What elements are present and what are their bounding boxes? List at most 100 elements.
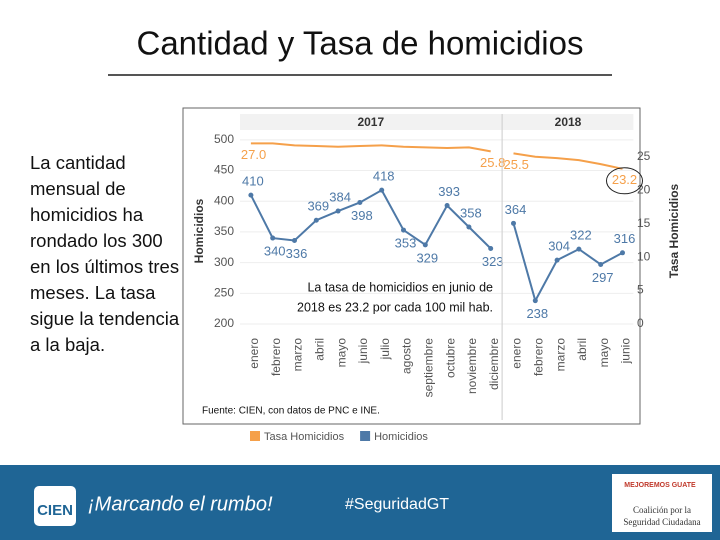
partner: MEJOREMOS GUATE [624,482,696,489]
y2-tick-label: 0 [637,316,644,330]
y-axis-label: Homicidios [192,198,206,263]
legend-label: Tasa Homicidios [264,431,345,443]
data-label: 322 [570,228,592,243]
point [401,227,406,233]
x-tick-label: agosto [400,338,414,374]
slogan: ¡Marcando el rumbo! [88,493,273,515]
data-label: 25.8 [480,155,505,170]
y-tick-label: 300 [214,255,234,269]
x-tick-label: mayo [597,338,611,368]
point [488,245,494,251]
annotation: La tasa de homicidios en junio de [307,280,493,294]
point [357,199,363,205]
data-label: 329 [416,250,438,265]
x-tick-label: marzo [553,338,567,372]
partner-sub: Coalición por la [633,505,691,515]
y-tick-label: 200 [214,316,234,330]
point [620,250,625,256]
data-label: 297 [592,270,614,285]
panel-title: 2017 [357,115,384,129]
x-tick-label: enero [510,338,524,369]
line-series [250,142,491,153]
x-tick-label: noviembre [465,338,479,394]
point [335,208,341,214]
x-tick-label: febrero [269,338,283,376]
data-label: 398 [351,208,373,223]
data-label: 316 [614,231,636,246]
data-label: 25.5 [504,157,529,172]
point [270,235,276,241]
partner-box [612,474,712,532]
partner-sub: Seguridad Ciudadana [623,517,700,527]
point [598,261,604,267]
footer-band [0,465,720,540]
data-label: 336 [286,246,308,261]
y2-tick-label: 15 [637,216,651,230]
data-label: 410 [242,174,264,189]
panel-title: 2018 [555,115,582,129]
data-label: 418 [373,169,395,184]
data-label: 23.2 [612,172,637,187]
y2-tick-label: 5 [637,283,644,297]
point [248,192,254,198]
y-tick-label: 400 [214,193,234,207]
line-series [250,188,492,250]
y2-tick-label: 10 [637,249,651,263]
line-series [512,223,623,304]
slide-title: Cantidad y Tasa de homicidios [137,25,584,62]
data-label: 369 [307,199,329,214]
x-tick-label: enero [247,338,261,369]
y-tick-label: 350 [214,224,234,238]
point [422,242,428,248]
data-label: 323 [482,254,504,269]
source: Fuente: CIEN, con datos de PNC e INE. [202,406,380,417]
x-tick-label: junio [356,338,370,365]
point [379,187,385,193]
logo-box [34,486,76,526]
data-label: 304 [548,239,570,254]
x-tick-label: junio [619,338,633,365]
x-tick-label: mayo [334,338,348,368]
x-tick-label: diciembre [487,338,501,390]
logo: CIEN [37,502,73,519]
x-tick-label: febrero [531,338,545,376]
y-tick-label: 500 [214,132,234,146]
data-label: 358 [460,205,482,220]
data-label: 27.0 [241,147,266,162]
hashtag: #SeguridadGT [345,496,449,513]
x-tick-label: marzo [291,338,305,372]
x-tick-label: julio [378,338,392,361]
data-label: 353 [395,236,417,251]
x-tick-label: abril [575,338,589,361]
x-tick-label: septiembre [421,338,435,398]
point [444,203,450,209]
data-label: 384 [329,189,351,204]
data-label: 238 [526,306,548,321]
point [466,224,472,230]
y2-axis-label: Tasa Homicidios [667,183,681,278]
data-label: 393 [438,184,460,199]
annotation: 2018 es 23.2 por cada 100 mil hab. [297,300,493,314]
legend-swatch [360,431,371,441]
y-tick-label: 450 [214,163,234,177]
data-label: 340 [264,243,286,258]
panel-header-band [240,114,634,130]
x-tick-label: octubre [443,338,457,378]
legend-swatch [250,431,260,441]
point [554,257,560,263]
legend-label: Homicidios [374,431,428,443]
chart-frame [182,107,641,425]
point [576,246,582,252]
point [313,217,319,223]
x-tick-label: abril [312,338,326,361]
line-series [513,152,623,170]
y2-tick-label: 25 [637,149,651,163]
highlight-circle [606,167,643,195]
y2-tick-label: 20 [637,182,651,196]
point [532,298,538,304]
body-text: La cantidad mensual de homicidios ha ron… [30,152,180,355]
data-label: 364 [505,202,527,217]
y-tick-label: 250 [214,285,234,299]
